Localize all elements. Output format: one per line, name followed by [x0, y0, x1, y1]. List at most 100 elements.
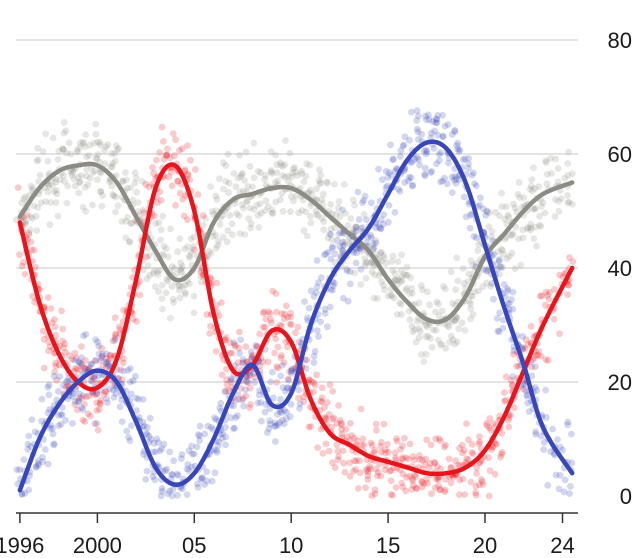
series-3-scatter-point [439, 133, 447, 141]
series-2-scatter-point [174, 177, 182, 185]
series-2-scatter-point [360, 441, 368, 449]
series-1-scatter-point [461, 327, 469, 334]
series-2-scatter-point [215, 312, 223, 320]
series-3-scatter-point [274, 421, 282, 429]
series-2-scatter-point [527, 323, 535, 330]
series-3-scatter-point [405, 177, 412, 185]
series-3-scatter-point [39, 453, 46, 461]
series-1-scatter-point [225, 189, 232, 197]
series-3-scatter-point [408, 182, 416, 190]
series-3-scatter-point [227, 414, 235, 422]
series-1-scatter-point [303, 232, 311, 240]
series-1-scatter-point [75, 189, 83, 197]
series-2-scatter-point [284, 343, 291, 351]
series-1-scatter-point [451, 317, 459, 324]
series-1-scatter-point [190, 292, 198, 300]
series-3-scatter-point [91, 420, 99, 428]
series-2-scatter-point [534, 351, 542, 359]
series-2-scatter-point [488, 446, 495, 453]
series-1-scatter-point [256, 200, 264, 208]
series-1-scatter-point [378, 278, 385, 286]
series-1-scatter-point [361, 262, 369, 269]
series-2-scatter-point [206, 330, 214, 337]
series-2-scatter-point [106, 352, 114, 359]
series-1-scatter-point [328, 236, 336, 244]
series-1-scatter-point [174, 248, 182, 256]
series-2-scatter-point [162, 151, 170, 159]
series-2-scatter-point [342, 426, 350, 433]
series-1-scatter-point [488, 228, 496, 235]
series-1-scatter-point [293, 192, 300, 200]
series-3-scatter-point [509, 305, 517, 313]
series-2-scatter-point [564, 291, 571, 298]
series-2-scatter-point [337, 419, 345, 427]
series-3-scatter-point [359, 199, 366, 207]
series-1-scatter-point [61, 178, 68, 185]
series-2-scatter-point [71, 401, 79, 408]
series-2-scatter-point [59, 337, 66, 345]
series-1-scatter-point [453, 314, 461, 321]
series-1-scatter-point [92, 120, 100, 128]
series-1-scatter-point [510, 200, 517, 208]
series-2-scatter-point [544, 357, 552, 364]
series-1-scatter-point [316, 180, 324, 188]
series-2-scatter-point [565, 281, 573, 289]
series-3-scatter-point [146, 414, 154, 422]
series-1-scatter-point [391, 276, 399, 284]
series-2-scatter-point [223, 381, 231, 389]
series-3-scatter-point [568, 459, 576, 467]
series-2-scatter-point [372, 420, 380, 428]
series-2-scatter-point [273, 308, 280, 316]
series-3-scatter-point [62, 378, 70, 386]
series-2-scatter-point [418, 483, 426, 491]
series-3-scatter-point [105, 360, 112, 368]
series-1-scatter-point [393, 276, 401, 284]
series-1-scatter-point [59, 145, 66, 153]
series-2-scatter-point [181, 166, 189, 174]
series-3-scatter-point [13, 466, 21, 473]
series-3-scatter-point [461, 155, 469, 163]
series-1-scatter-point [506, 253, 513, 260]
series-1-scatter-point [465, 270, 473, 278]
series-3-scatter-point [499, 324, 507, 332]
series-3-scatter-point [380, 211, 388, 219]
series-2-scatter-point [452, 457, 459, 465]
series-1-scatter-point [334, 231, 342, 239]
series-3-scatter-point [268, 368, 276, 376]
series-3-scatter-point [213, 447, 221, 454]
series-1-scatter-point [498, 246, 506, 254]
series-2-scatter-point [330, 414, 338, 422]
series-1-scatter-point [186, 280, 193, 288]
series-2-scatter-point [44, 294, 52, 301]
series-1-scatter-point [175, 283, 183, 290]
series-3-scatter-point [174, 491, 181, 499]
series-2-scatter-point [501, 389, 508, 396]
series-3-scatter-point [196, 437, 203, 444]
series-2-scatter-point [422, 455, 430, 463]
series-2-scatter-point [240, 359, 247, 366]
series-1-scatter-point [419, 286, 426, 294]
series-3-scatter-point [427, 129, 435, 137]
series-1-scatter-point [531, 223, 539, 231]
series-2-scatter-point [165, 173, 173, 181]
series-3-scatter-point [375, 223, 383, 231]
series-3-scatter-point [499, 316, 507, 324]
series-2-scatter-point [492, 440, 499, 448]
series-3-scatter-point [194, 483, 202, 491]
series-3-scatter-point [254, 399, 262, 407]
series-2-scatter-point [513, 363, 520, 370]
series-3-scatter-point [140, 450, 147, 458]
series-2-scatter-point [286, 368, 293, 375]
series-1-scatter-point [287, 208, 294, 216]
series-3-scatter-point [127, 390, 135, 398]
series-3-scatter-point [126, 437, 134, 445]
series-1-scatter-point [388, 292, 396, 300]
series-2-scatter-point [273, 363, 281, 371]
series-3-scatter-point [387, 141, 394, 149]
series-2-scatter-point [469, 450, 477, 458]
series-1-scatter-point [200, 221, 207, 229]
series-1-scatter-point [349, 226, 357, 234]
series-1-scatter-point [209, 233, 217, 241]
series-2-scatter-point [532, 351, 540, 359]
series-2-scatter-point [356, 469, 364, 477]
